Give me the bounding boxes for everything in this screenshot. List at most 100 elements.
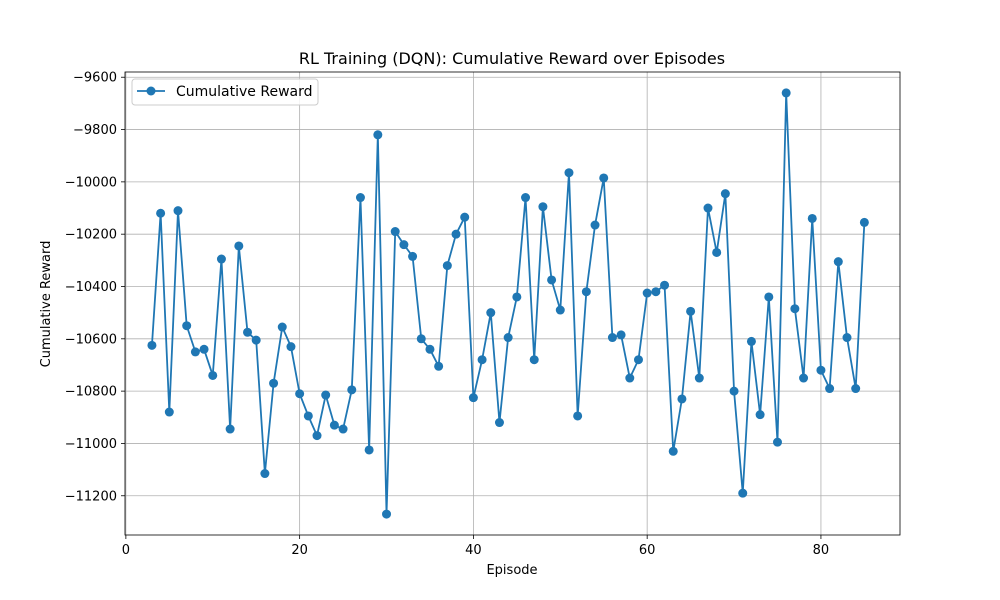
data-point (251, 335, 261, 345)
y-tick-label: −10600 (65, 332, 117, 347)
chart-title: RL Training (DQN): Cumulative Reward ove… (299, 49, 725, 68)
data-point (842, 333, 852, 343)
y-tick-label: −10400 (65, 280, 117, 295)
data-point (720, 189, 730, 199)
data-point (199, 344, 209, 354)
data-point (625, 373, 635, 383)
data-point (364, 445, 374, 455)
data-point (521, 193, 531, 203)
data-point (686, 306, 696, 316)
data-point (651, 287, 661, 297)
data-point (529, 355, 539, 365)
data-point (329, 420, 339, 430)
legend-frame (131, 78, 319, 106)
y-tick-label: −11200 (65, 489, 117, 504)
data-point (182, 321, 192, 331)
data-point (208, 370, 218, 380)
data-point (347, 385, 357, 395)
data-point (286, 342, 296, 352)
data-point (243, 327, 253, 337)
data-point (460, 212, 470, 222)
data-point (173, 206, 183, 216)
data-point (616, 330, 626, 340)
data-point (373, 130, 383, 140)
x-axis-label: Episode (486, 563, 537, 578)
data-point (573, 411, 583, 421)
y-axis-label: Cumulative Reward (39, 241, 54, 368)
data-point (312, 431, 322, 441)
data-point (799, 373, 809, 383)
data-point (607, 333, 617, 343)
data-point (833, 257, 843, 267)
data-point (503, 333, 513, 343)
data-point (746, 336, 756, 346)
data-point (399, 240, 409, 250)
data-point (668, 446, 678, 456)
data-point (425, 344, 435, 354)
y-tick-label: −10000 (65, 175, 117, 190)
data-point (764, 292, 774, 302)
y-tick-label: −10800 (65, 385, 117, 400)
data-point (512, 292, 522, 302)
data-point (677, 394, 687, 404)
data-point (338, 424, 348, 434)
data-point (321, 390, 331, 400)
data-point (477, 355, 487, 365)
data-point (190, 347, 200, 357)
data-point (851, 384, 861, 394)
axes (124, 71, 901, 536)
data-point (581, 287, 591, 297)
data-point (468, 393, 478, 403)
data-point (781, 88, 791, 98)
data-point (216, 254, 226, 264)
x-tick-label: 60 (639, 543, 656, 558)
data-point (790, 304, 800, 314)
plot-frame (124, 71, 901, 536)
data-point (807, 213, 817, 223)
data-point (416, 334, 426, 344)
data-point (277, 322, 287, 332)
legend-entry-cumulative-reward: Cumulative Reward (176, 84, 313, 100)
data-point (382, 509, 392, 519)
data-point (538, 202, 548, 212)
y-tick-label: −9600 (73, 71, 117, 86)
x-tick-label: 20 (291, 543, 308, 558)
x-tick-label: 0 (122, 543, 130, 558)
data-point (442, 261, 452, 271)
y-tick-label: −10200 (65, 228, 117, 243)
y-tick-label: −9800 (73, 123, 117, 138)
legend: Cumulative Reward (131, 78, 319, 106)
data-point (703, 203, 713, 213)
data-point (390, 227, 400, 237)
x-tick-label: 40 (465, 543, 482, 558)
data-point (816, 365, 826, 375)
data-point (295, 389, 305, 399)
y-tick-label: −11000 (65, 437, 117, 452)
data-point (555, 305, 565, 315)
series-layer (147, 88, 869, 519)
data-point (147, 340, 157, 350)
data-point (156, 208, 166, 218)
data-point (825, 384, 835, 394)
data-point (633, 355, 643, 365)
x-tick-label: 80 (813, 543, 830, 558)
data-point (729, 386, 739, 396)
data-point (408, 251, 418, 261)
data-point (164, 407, 174, 417)
data-point (269, 378, 279, 388)
data-point (738, 488, 748, 498)
data-point (642, 288, 652, 298)
data-point (564, 168, 574, 178)
data-point (859, 217, 869, 227)
data-point (225, 424, 235, 434)
data-point (660, 280, 670, 290)
data-point (486, 308, 496, 318)
data-point (772, 437, 782, 447)
legend-marker-swatch (146, 86, 156, 96)
data-point (694, 373, 704, 383)
data-point (434, 361, 444, 371)
data-point (355, 193, 365, 203)
data-point (494, 418, 504, 428)
data-point (303, 411, 313, 421)
data-point (234, 241, 244, 251)
